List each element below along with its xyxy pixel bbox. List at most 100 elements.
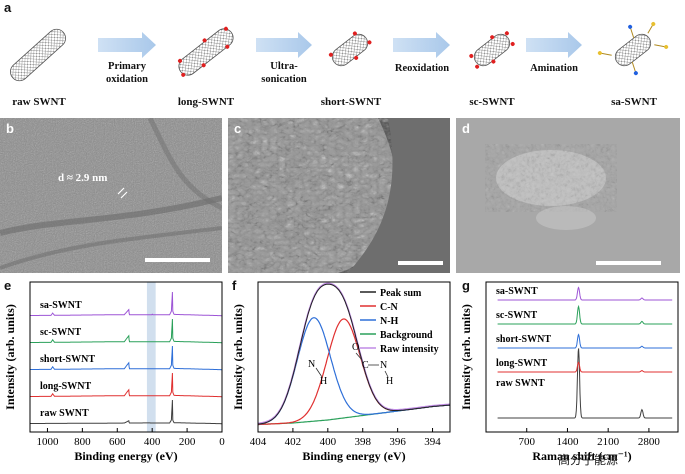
step-arrow-1 (98, 32, 156, 58)
panel-f-legend-label: N-H (380, 316, 399, 327)
panel-f-structure-bond (315, 367, 323, 378)
long-swnt-tube (177, 26, 234, 77)
panel-f-structure-bond (384, 370, 389, 378)
panel-f-structure-atom: N (308, 359, 315, 370)
step-arrow-3 (393, 32, 450, 58)
step-4-line-1: Amination (530, 63, 578, 74)
panel-e-series-label: raw SWNT (40, 408, 89, 419)
panel-g-series-line (497, 361, 673, 373)
panel-g-series-line (497, 304, 673, 325)
panel-g-series-line (497, 348, 673, 419)
panel-g-chart: raw SWNT long-SWNT short-SWNT sc-SWNT sa-SWN… (459, 281, 679, 463)
step-2-line-1: Ultra- (270, 61, 298, 72)
panel-e-series-line (30, 291, 222, 317)
panel-e-series-label: sa-SWNT (40, 300, 82, 311)
panel-e-axes-frame (29, 281, 223, 433)
step-2-line-2: sonication (261, 74, 307, 85)
panel-a-label: a (4, 0, 12, 15)
panel-e-series-line (30, 318, 222, 344)
panel-e-xtick-label: 400 (144, 436, 161, 448)
panel-f-structure-atom: H (320, 376, 327, 387)
panel-f-ylabel: Intensity (arb. units) (231, 304, 245, 410)
panel-e-xtick-label: 600 (109, 436, 126, 448)
panel-f-legend-label: Background (380, 330, 433, 341)
panel-f-structure-atom: O (352, 342, 359, 353)
panel-g-series-label: raw SWNT (496, 378, 545, 389)
panel-f-xtick-label: 404 (250, 436, 267, 448)
panel-g-series-label: long-SWNT (496, 358, 547, 369)
panel-f-xtick-label: 394 (424, 436, 441, 448)
raw-swnt-tube (10, 28, 66, 82)
stage-label-raw: raw SWNT (12, 96, 66, 108)
panel-g-xtick-label: 2800 (638, 436, 661, 448)
panel-g-series-line (497, 333, 673, 349)
panel-d-scalebar (596, 261, 661, 265)
panel-b-diameter-annotation: d ≈ 2.9 nm (58, 172, 108, 184)
panel-d-sem-image (456, 118, 680, 273)
panel-g-series-label: sa-SWNT (496, 286, 538, 297)
step-arrow-4 (526, 32, 582, 58)
panel-g-xlabel: Raman shift (cm⁻¹) (532, 449, 631, 463)
panel-e-label: e (4, 278, 12, 293)
step-1-line-2: oxidation (105, 74, 148, 85)
panel-g-xtick-label: 700 (518, 436, 535, 448)
panel-f-legend-label: Raw intensity (380, 344, 439, 355)
panel-a-scheme (10, 21, 669, 82)
short-swnt-tube (328, 31, 372, 67)
panel-e-ylabel: Intensity (arb. units) (3, 304, 17, 410)
step-3-line-1: Reoxidation (394, 63, 450, 74)
panel-f-legend-label: C-N (380, 302, 399, 313)
step-1-line-1: Primary (108, 61, 146, 72)
panel-b-scalebar (145, 258, 210, 262)
panel-g-ylabel: Intensity (arb. units) (459, 304, 473, 410)
stage-label-long: long-SWNT (177, 96, 235, 108)
panel-e-series-label: short-SWNT (40, 354, 95, 365)
sc-swnt-tube (469, 31, 515, 69)
panel-e-series-label: sc-SWNT (40, 327, 81, 338)
panel-e-series-line (30, 399, 222, 425)
panel-g-series-label: short-SWNT (496, 334, 551, 345)
panel-f-label: f (232, 278, 237, 293)
panel-f-structure-atom: H (386, 376, 393, 387)
panel-b-label: b (6, 121, 14, 136)
panel-e-chart: raw SWNT long-SWNT short-SWNT sc-SWNT sa-SWN… (3, 281, 225, 463)
panel-e-xtick-label: 1000 (36, 436, 59, 448)
panel-f-xtick-label: 402 (285, 436, 302, 448)
stage-label-sa: sa-SWNT (611, 96, 657, 108)
panel-e-xtick-label: 200 (179, 436, 196, 448)
sa-swnt-tube (597, 21, 669, 76)
panel-f-xlabel: Binding energy (eV) (302, 449, 405, 463)
panel-e-series-label: long-SWNT (40, 381, 91, 392)
panel-e-series-line (30, 372, 222, 398)
stage-label-short: short-SWNT (320, 96, 382, 108)
panel-e-xtick-label: 0 (219, 436, 225, 448)
panel-f-axes-frame (257, 281, 451, 433)
panel-g-series-line (497, 286, 673, 301)
panel-d-label: d (462, 121, 470, 136)
panel-f-legend-label: Peak sum (380, 288, 422, 299)
panel-c-scalebar (398, 261, 443, 265)
panel-f-structure-atom: C (362, 360, 369, 371)
panel-g-label: g (462, 278, 470, 293)
panel-g-series-label: sc-SWNT (496, 310, 537, 321)
panel-g-axes-frame (485, 281, 679, 433)
panel-b-tem-image (0, 118, 222, 273)
panel-e-highlight-band (146, 282, 156, 432)
panel-e-xtick-label: 800 (74, 436, 91, 448)
panel-c-sem-image (228, 118, 450, 273)
panel-e-xlabel: Binding energy (eV) (74, 449, 177, 463)
watermark-text: 高分子能源 (558, 453, 619, 467)
panel-f-xtick-label: 398 (354, 436, 371, 448)
step-arrow-2 (256, 32, 312, 58)
panel-f-structure-atom: N (380, 360, 387, 371)
panel-c-label: c (234, 121, 242, 136)
panel-f-structure-bond (355, 352, 363, 361)
panel-g-xtick-label: 1400 (556, 436, 579, 448)
stage-label-sc: sc-SWNT (469, 96, 515, 108)
panel-f-xtick-label: 396 (389, 436, 406, 448)
panel-g-xtick-label: 2100 (597, 436, 620, 448)
panel-f-xtick-label: 400 (320, 436, 337, 448)
panel-f-peaksum-line (257, 283, 451, 425)
panel-e-series-line (30, 345, 222, 371)
